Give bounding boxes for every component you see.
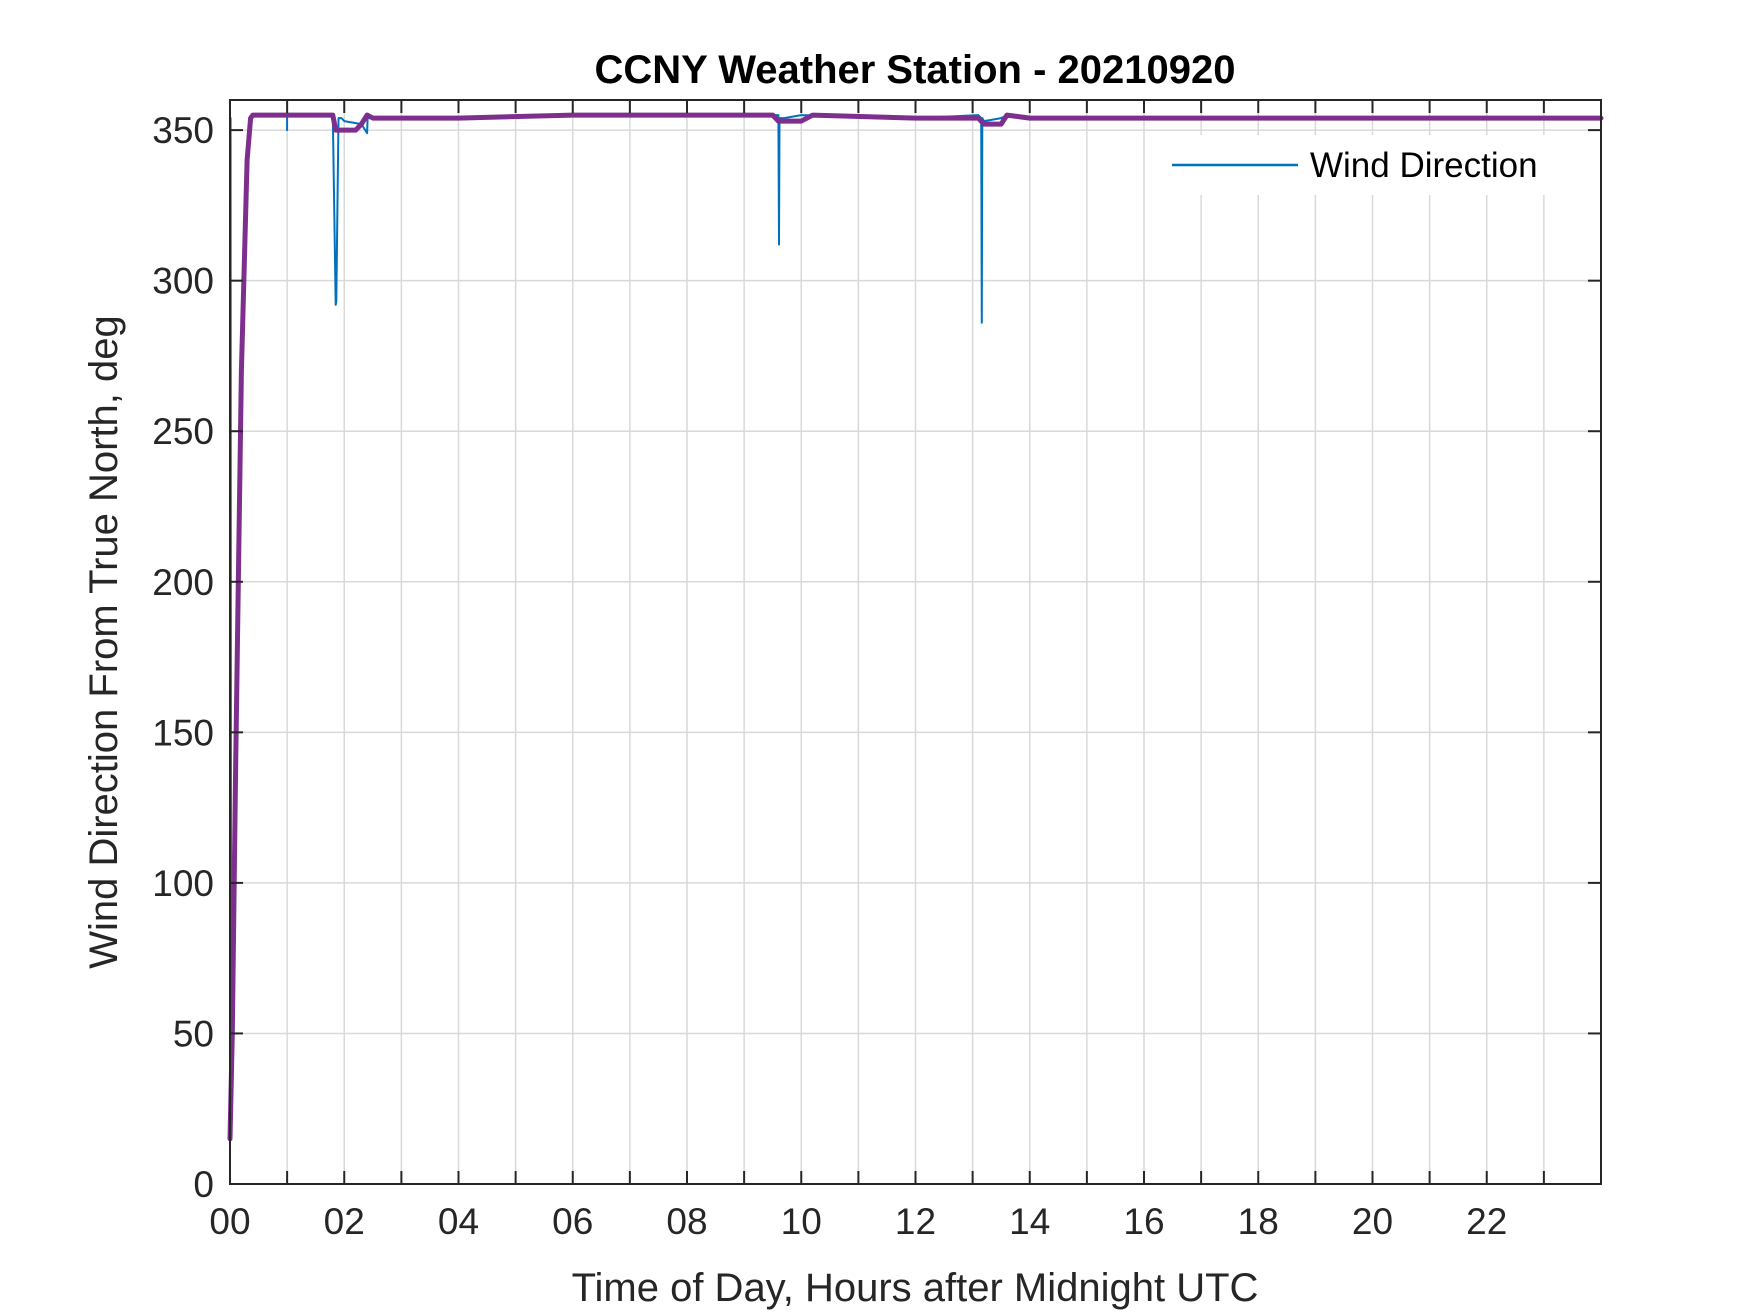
- y-tick-label: 150: [152, 712, 214, 753]
- y-tick-label: 350: [152, 110, 214, 151]
- x-tick-label: 18: [1238, 1201, 1279, 1242]
- y-tick-label: 250: [152, 411, 214, 452]
- tick-labels: 00 02 04 06 08 10 12 14 16 18 20 22 0 50 100 150 200 250 3…: [152, 110, 1507, 1242]
- y-tick-label: 200: [152, 562, 214, 603]
- x-tick-label: 22: [1466, 1201, 1507, 1242]
- x-tick-label: 06: [552, 1201, 593, 1242]
- x-tick-label: 00: [209, 1201, 250, 1242]
- y-tick-label: 50: [173, 1013, 214, 1054]
- x-axis-label: Time of Day, Hours after Midnight UTC: [572, 1266, 1259, 1310]
- x-tick-label: 04: [438, 1201, 479, 1242]
- x-tick-label: 12: [895, 1201, 936, 1242]
- x-tick-label: 10: [781, 1201, 822, 1242]
- x-tick-label: 20: [1352, 1201, 1393, 1242]
- legend-label-wind-direction: Wind Direction: [1310, 146, 1538, 185]
- x-tick-label: 14: [1009, 1201, 1050, 1242]
- y-axis-label: Wind Direction From True North, deg: [82, 315, 126, 969]
- y-tick-label: 300: [152, 261, 214, 302]
- series-line-smoothed: [227, 112, 1604, 1142]
- x-tick-label: 16: [1123, 1201, 1164, 1242]
- data-series: [227, 112, 1604, 1142]
- x-tick-label: 08: [666, 1201, 707, 1242]
- x-tick-label: 02: [324, 1201, 365, 1242]
- grid-lines: [230, 100, 1601, 1184]
- y-tick-label: 0: [193, 1164, 214, 1205]
- axis-ticks: [229, 100, 1602, 1185]
- chart-title: CCNY Weather Station - 20210920: [595, 48, 1236, 92]
- legend: Wind Direction: [1160, 135, 1560, 195]
- y-tick-label: 100: [152, 863, 214, 904]
